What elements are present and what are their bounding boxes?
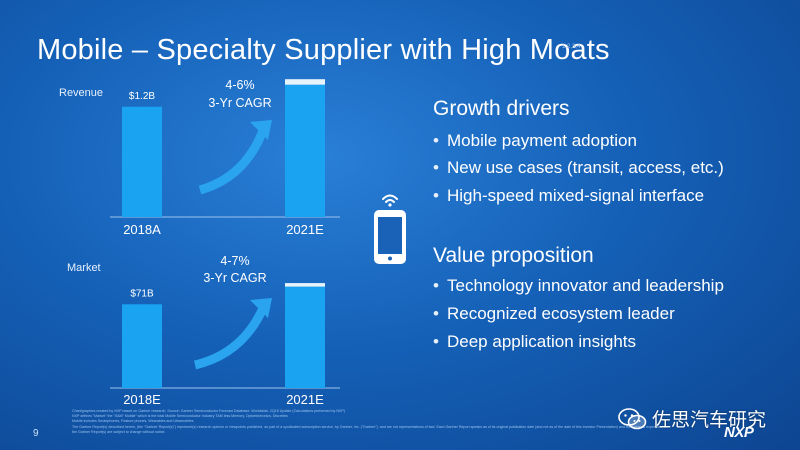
value-proposition-heading: Value proposition [433, 244, 594, 267]
bar [285, 84, 325, 217]
growth-driver-item: • Mobile payment adoption [433, 131, 637, 150]
nxp-logo: NXP [724, 424, 754, 441]
market-chart: $71B 2018E 2021E 4-7% 3-Yr CAGR [110, 254, 340, 407]
footnote: Chart/graphics created by NXP based on G… [72, 409, 345, 413]
bar [122, 304, 162, 388]
bar-top-segment [285, 79, 325, 85]
data-label: $1.2B [129, 91, 155, 102]
watermark-text: 佐思汽车研究 [652, 410, 767, 431]
revenue-chart-title: Revenue [59, 87, 104, 99]
cagr-arrow [193, 304, 269, 370]
footnote: Mobile includes Smartphones, Feature pho… [72, 419, 194, 424]
category-label: 2021E [286, 392, 324, 407]
value-proposition-item: • Technology innovator and leadership [433, 276, 724, 295]
title-footnote-refs: 1,2,3,4 [562, 44, 581, 50]
revenue-chart: $1.2B 2018A 2021E 4-6% 3-Yr CAGR [110, 78, 340, 237]
bar [122, 106, 162, 217]
footnote: NXP defines "Market" the "SAM" Mobile" w… [72, 414, 288, 419]
category-label: 2018A [123, 222, 161, 237]
page-number: 9 [33, 428, 39, 439]
category-label: 2018E [123, 392, 161, 407]
cagr-arrowhead [250, 298, 272, 318]
cagr-arrow [198, 126, 269, 195]
cagr-annotation: 3-Yr CAGR [203, 271, 266, 285]
growth-driver-item: • New use cases (transit, access, etc.) [433, 158, 724, 177]
cagr-arrowhead [250, 120, 272, 140]
slide-title: Mobile – Specialty Supplier with High Mo… [37, 34, 610, 66]
cagr-annotation: 3-Yr CAGR [208, 96, 271, 110]
market-chart-title: Market [67, 262, 101, 274]
wechat-icon [618, 407, 647, 429]
footnote: The Gartner Report(s) described herein, … [72, 424, 667, 434]
value-proposition-item: • Deep application insights [433, 332, 637, 351]
growth-drivers-heading: Growth drivers [433, 97, 570, 120]
bar [285, 286, 325, 388]
bar-top-segment [285, 283, 325, 287]
watermark: 佐思汽车研究 [618, 405, 766, 432]
growth-driver-item: • High-speed mixed-signal interface [433, 186, 705, 205]
data-label: $71B [130, 288, 154, 299]
value-proposition-item: • Recognized ecosystem leader [433, 304, 675, 323]
category-label: 2021E [286, 222, 324, 237]
footnotes: Chart/graphics created by NXP based on G… [72, 409, 672, 435]
cagr-annotation: 4-7% [220, 254, 249, 268]
cagr-annotation: 4-6% [225, 78, 254, 92]
smartphone-contactless-icon [374, 194, 406, 264]
